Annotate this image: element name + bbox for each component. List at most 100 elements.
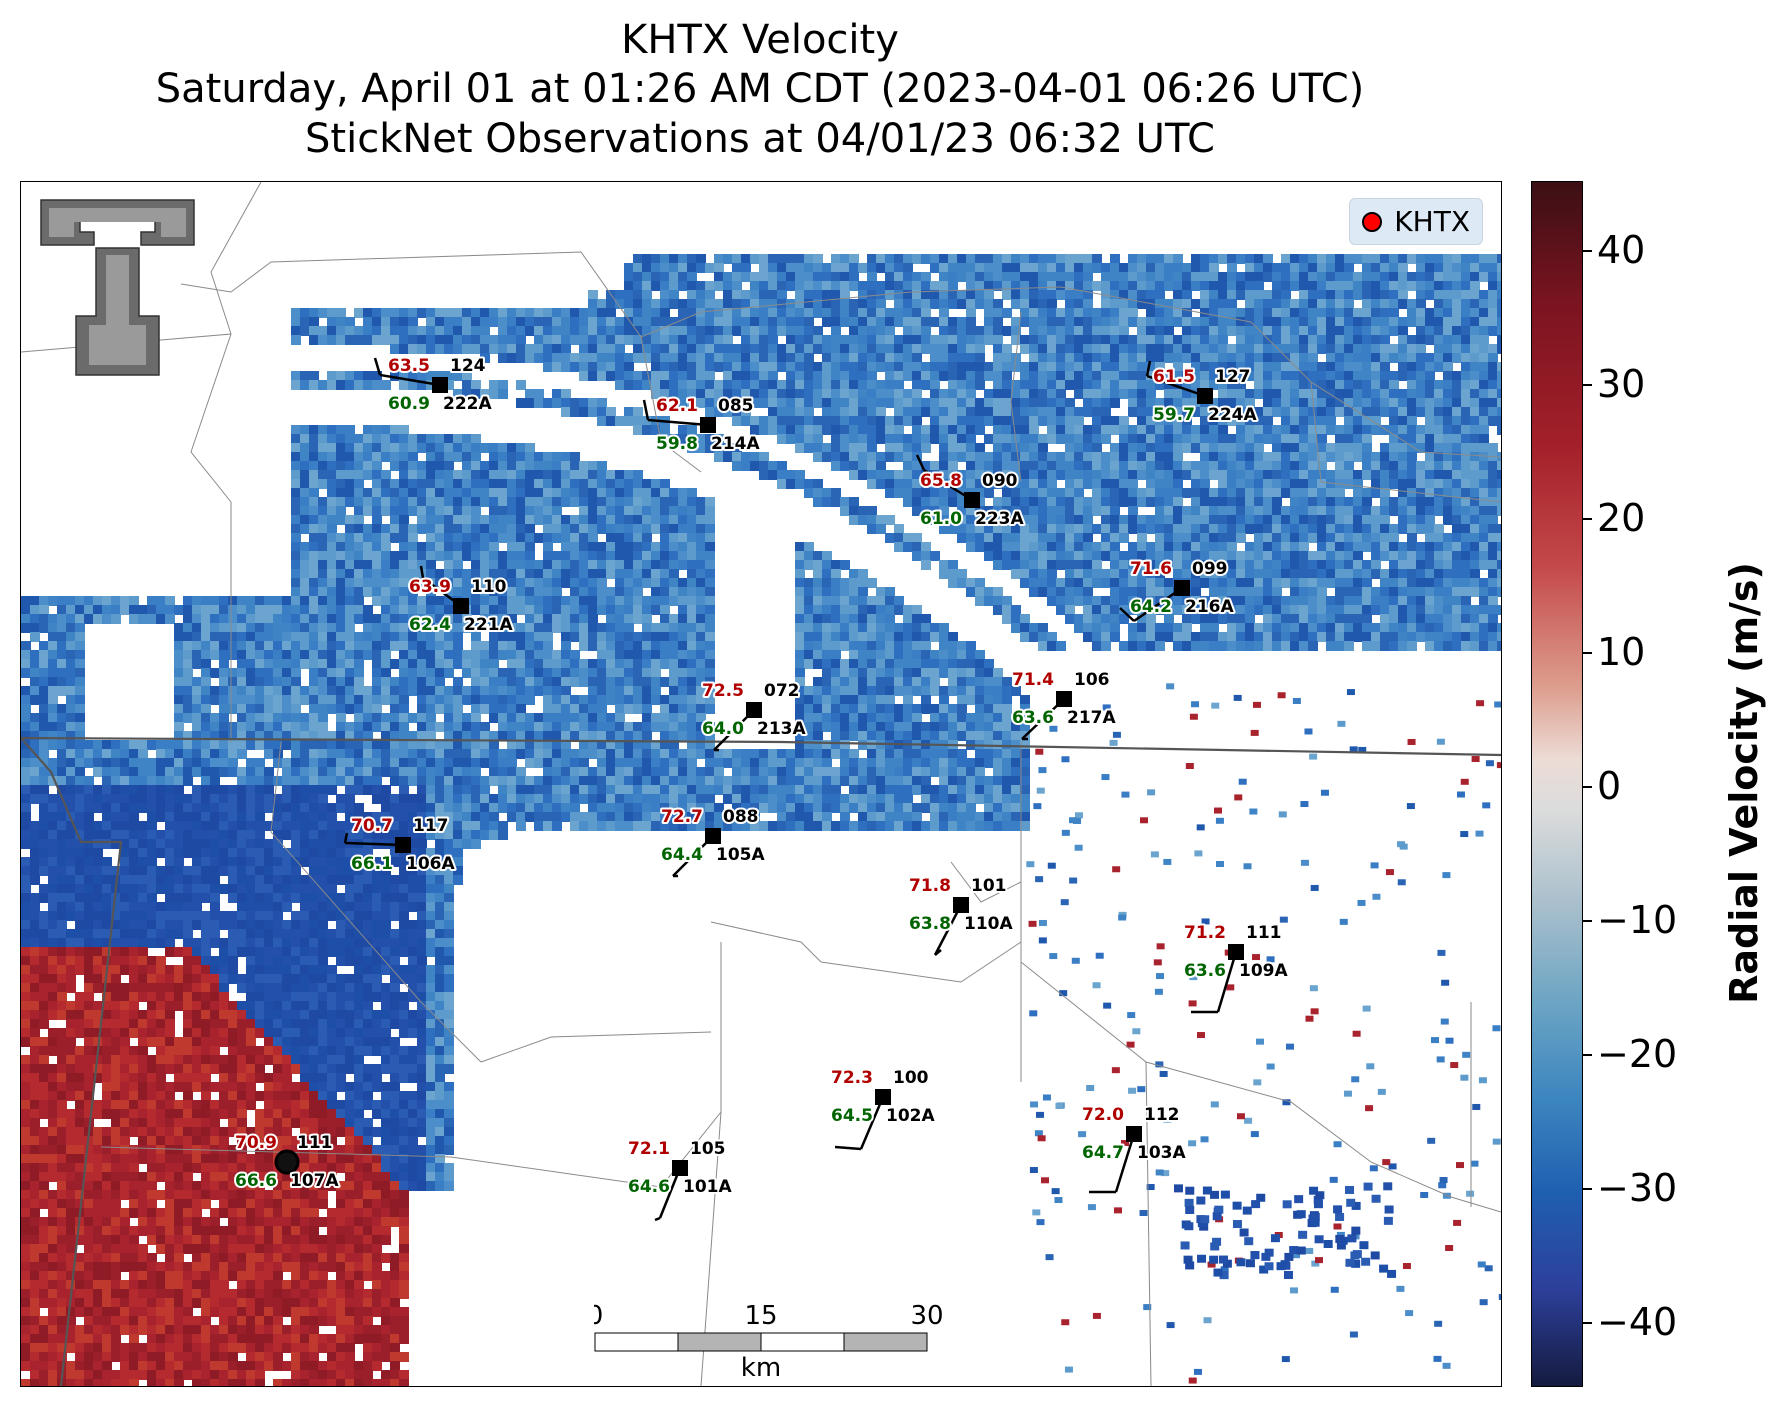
station-223A[interactable]: 65.8 090 61.0 223A bbox=[915, 454, 1026, 531]
station-dewpoint: 62.4 bbox=[409, 615, 451, 635]
station-wind-direction: 111 bbox=[297, 1133, 333, 1153]
wind-barb-shaft bbox=[1114, 1133, 1136, 1193]
station-marker-icon bbox=[746, 702, 762, 718]
station-marker-icon bbox=[432, 377, 448, 393]
scalebar-tick-0: 0 bbox=[594, 1301, 603, 1331]
station-marker-icon bbox=[964, 492, 980, 508]
station-id: 106A bbox=[406, 854, 455, 874]
wind-barb-flag bbox=[834, 1145, 862, 1151]
radar-site-marker-icon bbox=[1362, 211, 1383, 232]
county-boundaries bbox=[21, 182, 1501, 1386]
station-marker-icon bbox=[453, 598, 469, 614]
station-216A[interactable]: 71.6 099 64.2 216A bbox=[1119, 557, 1236, 623]
wind-barb-flag bbox=[654, 1216, 661, 1222]
station-id: 222A bbox=[443, 394, 492, 414]
station-id: 214A bbox=[711, 434, 760, 454]
station-102A[interactable]: 72.3 100 64.5 102A bbox=[829, 1066, 937, 1151]
station-id: 101A bbox=[683, 1177, 732, 1197]
station-dewpoint: 64.6 bbox=[628, 1177, 670, 1197]
station-221A[interactable]: 63.9 110 62.4 221A bbox=[407, 565, 515, 637]
station-marker-icon bbox=[875, 1089, 891, 1105]
station-105A[interactable]: 72.7 088 64.4 105A bbox=[659, 805, 767, 878]
station-wind-direction: 112 bbox=[1144, 1105, 1180, 1125]
station-wind-direction: 085 bbox=[718, 396, 754, 416]
station-id: 221A bbox=[464, 615, 513, 635]
station-101A[interactable]: 72.1 105 64.6 101A bbox=[626, 1137, 734, 1222]
map-panel[interactable]: 63.5 124 60.9 222A 62.1 085 59.8 214A 61.5 127 59.… bbox=[20, 181, 1502, 1387]
station-103A[interactable]: 72.0 112 64.7 103A bbox=[1080, 1103, 1188, 1194]
wind-barb-flag bbox=[343, 832, 349, 844]
station-wind-direction: 106 bbox=[1074, 670, 1110, 690]
station-dewpoint: 64.2 bbox=[1130, 597, 1172, 617]
station-213A[interactable]: 72.5 072 64.0 213A bbox=[700, 679, 808, 752]
wind-barb-shaft bbox=[859, 1096, 885, 1150]
station-wind-direction: 124 bbox=[450, 356, 486, 376]
station-dewpoint: 61.0 bbox=[920, 509, 962, 529]
station-wind-direction: 110 bbox=[471, 577, 507, 597]
colorbar-tick-mark bbox=[1582, 250, 1592, 252]
colorbar-tick-label: 10 bbox=[1597, 630, 1646, 674]
station-wind-direction: 099 bbox=[1192, 559, 1228, 579]
colorbar-tick-label: 40 bbox=[1597, 228, 1646, 272]
station-id: 110A bbox=[964, 914, 1013, 934]
title-line-1: KHTX Velocity bbox=[621, 17, 899, 63]
station-marker-icon bbox=[1197, 388, 1213, 404]
station-marker-icon bbox=[705, 828, 721, 844]
colorbar-tick-mark bbox=[1582, 786, 1592, 788]
station-id: 217A bbox=[1067, 708, 1116, 728]
station-id: 109A bbox=[1239, 961, 1288, 981]
station-id: 103A bbox=[1137, 1143, 1186, 1163]
station-temperature: 62.1 bbox=[656, 396, 698, 416]
colorbar-tick-mark bbox=[1582, 1322, 1592, 1324]
wind-barb-flag bbox=[915, 454, 926, 471]
station-110A[interactable]: 71.8 101 63.8 110A bbox=[907, 874, 1015, 956]
station-222A[interactable]: 63.5 124 60.9 222A bbox=[373, 354, 494, 416]
colorbar-tick-mark bbox=[1582, 920, 1592, 922]
radar-site-legend: KHTX bbox=[1349, 198, 1483, 245]
wind-barb-shaft bbox=[658, 1167, 682, 1219]
station-id: 224A bbox=[1208, 405, 1257, 425]
colorbar-tick-label: 30 bbox=[1597, 362, 1646, 406]
station-temperature: 71.8 bbox=[909, 876, 951, 896]
station-wind-direction: 111 bbox=[1246, 923, 1282, 943]
station-wind-direction: 072 bbox=[764, 681, 800, 701]
station-107A[interactable]: 70.9 111 66.6 107A bbox=[233, 1131, 341, 1193]
texas-tech-logo-icon bbox=[40, 199, 195, 376]
station-109A[interactable]: 71.2 111 63.6 109A bbox=[1182, 921, 1290, 1014]
map-canvas: 63.5 124 60.9 222A 62.1 085 59.8 214A 61.5 127 59.… bbox=[21, 182, 1501, 1386]
station-marker-icon bbox=[1056, 691, 1072, 707]
title-line-3: StickNet Observations at 04/01/23 06:32 … bbox=[305, 116, 1215, 162]
station-temperature: 70.9 bbox=[235, 1133, 277, 1153]
colorbar-tick-label: 0 bbox=[1597, 764, 1622, 808]
station-dewpoint: 64.7 bbox=[1082, 1143, 1124, 1163]
station-dewpoint: 64.5 bbox=[831, 1106, 873, 1126]
wind-barb-flag bbox=[642, 399, 650, 421]
station-id: 107A bbox=[290, 1171, 339, 1191]
state-boundaries bbox=[21, 736, 1501, 1386]
wind-barb-flag bbox=[419, 565, 425, 579]
station-wind-direction: 127 bbox=[1215, 367, 1251, 387]
wind-barb-shaft bbox=[647, 418, 709, 427]
wind-barb-shaft bbox=[344, 841, 404, 847]
colorbar-tick-mark bbox=[1582, 1054, 1592, 1056]
scalebar-tick-30: 30 bbox=[910, 1301, 943, 1331]
wind-barb-flag bbox=[1119, 607, 1135, 622]
station-dewpoint: 63.8 bbox=[909, 914, 951, 934]
station-temperature: 61.5 bbox=[1153, 367, 1195, 387]
station-dewpoint: 63.6 bbox=[1012, 708, 1054, 728]
colorbar-tick-mark bbox=[1582, 1188, 1592, 1190]
station-214A[interactable]: 62.1 085 59.8 214A bbox=[642, 394, 762, 456]
colorbar-tick-label: −30 bbox=[1597, 1166, 1678, 1210]
station-wind-direction: 088 bbox=[723, 807, 759, 827]
stickNet-stations: 63.5 124 60.9 222A 62.1 085 59.8 214A 61.5 127 59.… bbox=[233, 354, 1290, 1222]
station-temperature: 72.5 bbox=[702, 681, 744, 701]
station-id: 216A bbox=[1185, 597, 1234, 617]
station-217A[interactable]: 71.4 106 63.6 217A bbox=[1010, 668, 1118, 741]
station-dewpoint: 59.7 bbox=[1153, 405, 1195, 425]
station-224A[interactable]: 61.5 127 59.7 224A bbox=[1145, 360, 1259, 427]
station-wind-direction: 105 bbox=[690, 1139, 726, 1159]
station-temperature: 63.9 bbox=[409, 577, 451, 597]
station-id: 213A bbox=[757, 719, 806, 739]
station-106A[interactable]: 70.7 117 66.1 106A bbox=[343, 814, 457, 876]
station-wind-direction: 100 bbox=[893, 1068, 929, 1088]
